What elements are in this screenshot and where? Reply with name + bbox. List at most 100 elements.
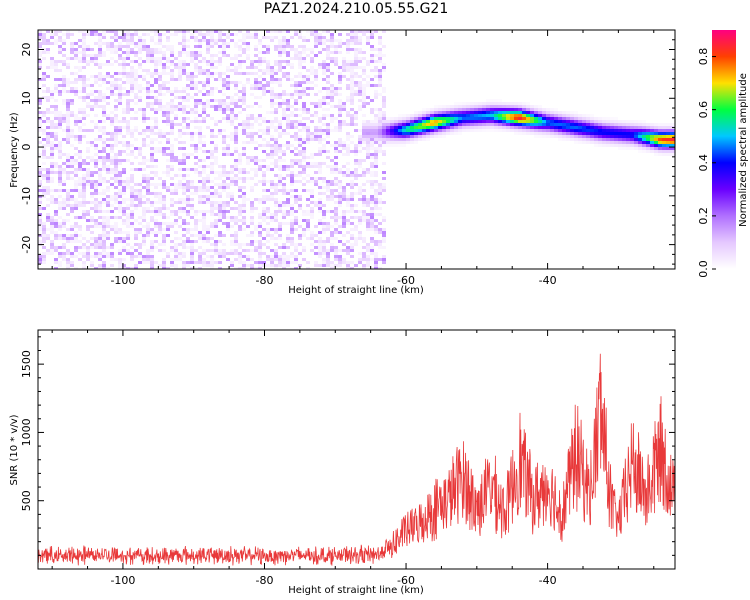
heatmap-cell bbox=[166, 153, 170, 156]
heatmap-cell bbox=[554, 111, 558, 114]
heatmap-cell bbox=[294, 93, 298, 96]
heatmap-cell bbox=[226, 33, 230, 36]
heatmap-cell bbox=[102, 33, 106, 36]
heatmap-cell bbox=[178, 252, 182, 255]
heatmap-cell bbox=[122, 180, 126, 183]
heatmap-cell bbox=[66, 81, 70, 84]
heatmap-cell bbox=[434, 129, 438, 132]
heatmap-cell bbox=[334, 117, 338, 120]
heatmap-cell bbox=[462, 123, 466, 126]
heatmap-cell bbox=[274, 252, 278, 255]
heatmap-cell bbox=[290, 93, 294, 96]
heatmap-cell bbox=[194, 147, 198, 150]
heatmap-cell bbox=[222, 255, 226, 258]
heatmap-cell bbox=[330, 264, 334, 267]
heatmap-cell bbox=[230, 216, 234, 219]
heatmap-cell bbox=[242, 87, 246, 90]
heatmap-cell bbox=[162, 198, 166, 201]
heatmap-cell bbox=[262, 57, 266, 60]
heatmap-cell bbox=[70, 159, 74, 162]
heatmap-cell bbox=[358, 42, 362, 45]
heatmap-cell bbox=[326, 240, 330, 243]
heatmap-cell bbox=[182, 87, 186, 90]
heatmap-cell bbox=[610, 120, 614, 123]
heatmap-cell bbox=[338, 198, 342, 201]
heatmap-cell bbox=[666, 153, 670, 156]
heatmap-cell bbox=[618, 120, 622, 123]
heatmap-cell bbox=[38, 66, 42, 69]
heatmap-cell bbox=[298, 45, 302, 48]
heatmap-cell bbox=[154, 138, 158, 141]
heatmap-cell bbox=[370, 225, 374, 228]
heatmap-cell bbox=[46, 171, 50, 174]
heatmap-cell bbox=[642, 129, 646, 132]
heatmap-cell bbox=[110, 264, 114, 267]
heatmap-cell bbox=[262, 171, 266, 174]
heatmap-cell bbox=[374, 243, 378, 246]
heatmap-cell bbox=[358, 216, 362, 219]
heatmap-cell bbox=[162, 171, 166, 174]
heatmap-cell bbox=[106, 156, 110, 159]
heatmap-cell bbox=[122, 189, 126, 192]
heatmap-cell bbox=[274, 108, 278, 111]
heatmap-cell bbox=[242, 96, 246, 99]
spectrogram-frame bbox=[37, 29, 676, 270]
heatmap-cell bbox=[266, 264, 270, 267]
heatmap-cell bbox=[202, 108, 206, 111]
heatmap-cell bbox=[122, 186, 126, 189]
heatmap-cell bbox=[162, 105, 166, 108]
heatmap-cell bbox=[350, 75, 354, 78]
heatmap-cell bbox=[534, 132, 538, 135]
heatmap-cell bbox=[198, 186, 202, 189]
heatmap-cell bbox=[290, 204, 294, 207]
heatmap-cell bbox=[542, 111, 546, 114]
heatmap-cell bbox=[306, 213, 310, 216]
heatmap-cell bbox=[370, 132, 374, 135]
heatmap-cell bbox=[158, 243, 162, 246]
heatmap-cell bbox=[274, 228, 278, 231]
heatmap-cell bbox=[346, 183, 350, 186]
heatmap-cell bbox=[354, 51, 358, 54]
heatmap-cell bbox=[66, 261, 70, 264]
heatmap-cell bbox=[262, 144, 266, 147]
heatmap-cell bbox=[238, 168, 242, 171]
heatmap-cell bbox=[162, 243, 166, 246]
heatmap-cell bbox=[294, 216, 298, 219]
heatmap-cell bbox=[546, 126, 550, 129]
heatmap-cell bbox=[518, 114, 522, 117]
heatmap-cell bbox=[298, 54, 302, 57]
heatmap-cell bbox=[374, 126, 378, 129]
heatmap-cell bbox=[94, 267, 98, 269]
heatmap-cell bbox=[614, 138, 618, 141]
heatmap-cell bbox=[290, 105, 294, 108]
heatmap-cell bbox=[394, 144, 398, 147]
heatmap-cell bbox=[70, 255, 74, 258]
heatmap-cell bbox=[102, 129, 106, 132]
heatmap-cell bbox=[610, 117, 614, 120]
heatmap-cell bbox=[302, 111, 306, 114]
heatmap-cell bbox=[354, 177, 358, 180]
heatmap-cell bbox=[666, 138, 670, 141]
heatmap-cell bbox=[466, 102, 470, 105]
heatmap-cell bbox=[210, 165, 214, 168]
heatmap-cell bbox=[298, 234, 302, 237]
heatmap-cell bbox=[118, 102, 122, 105]
heatmap-cell bbox=[50, 147, 54, 150]
heatmap-cell bbox=[98, 168, 102, 171]
y-tick-label: 1500 bbox=[20, 350, 33, 378]
heatmap-cell bbox=[66, 120, 70, 123]
heatmap-cell bbox=[270, 78, 274, 81]
heatmap-cell bbox=[70, 102, 74, 105]
heatmap-cell bbox=[338, 111, 342, 114]
heatmap-cell bbox=[110, 42, 114, 45]
heatmap-cell bbox=[142, 177, 146, 180]
heatmap-cell bbox=[186, 126, 190, 129]
heatmap-cell bbox=[246, 258, 250, 261]
heatmap-cell bbox=[362, 72, 366, 75]
heatmap-cell bbox=[322, 132, 326, 135]
heatmap-cell bbox=[250, 126, 254, 129]
heatmap-cell bbox=[598, 120, 602, 123]
heatmap-cell bbox=[122, 183, 126, 186]
heatmap-cell bbox=[374, 204, 378, 207]
heatmap-cell bbox=[102, 42, 106, 45]
